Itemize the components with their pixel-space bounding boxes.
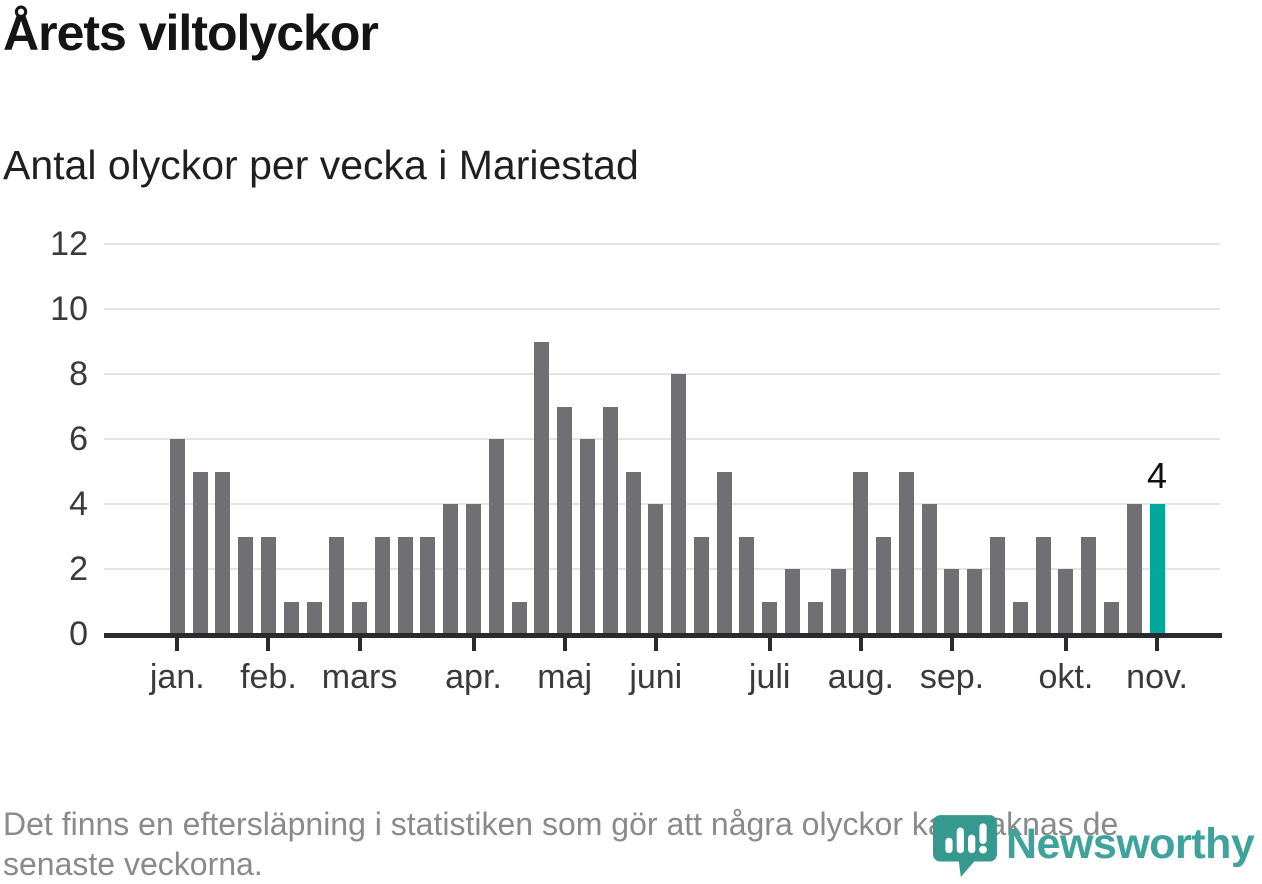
bar: [625, 471, 641, 634]
bar: [397, 536, 413, 634]
month-tick: [471, 638, 476, 651]
y-axis-tick-label: 10: [50, 290, 88, 328]
month-label: okt.: [1038, 658, 1094, 696]
y-axis-tick-label: 2: [69, 550, 88, 588]
newsworthy-logo: Newsworthy: [930, 812, 1262, 879]
month-tick: [357, 638, 362, 651]
bar: [215, 471, 231, 634]
month-tick: [949, 638, 954, 651]
last-value-label: 4: [1147, 455, 1168, 496]
bar: [762, 601, 778, 634]
bar: [944, 569, 960, 634]
bar: [374, 536, 390, 634]
bar: [693, 536, 709, 634]
chart-subtitle: Antal olyckor per vecka i Mariestad: [3, 142, 639, 188]
month-label: juni: [629, 658, 683, 696]
month-label: mars: [321, 658, 398, 696]
bar: [716, 471, 732, 634]
newsworthy-logo-text: Newsworthy: [1006, 820, 1255, 868]
bar: [1058, 569, 1074, 634]
bar: [853, 471, 869, 634]
bar: [329, 536, 345, 634]
y-axis-tick-label: 4: [69, 485, 88, 523]
footer-note: Det finns en eftersläpning i statistiken…: [3, 804, 1118, 884]
bar: [784, 569, 800, 634]
bar: [306, 601, 322, 634]
bar: [238, 536, 254, 634]
bar: [602, 406, 618, 634]
bar: [352, 601, 368, 634]
gridline: [104, 438, 1220, 440]
bar: [807, 601, 823, 634]
bar: [488, 439, 504, 634]
bar: [830, 569, 846, 634]
bar: [967, 569, 983, 634]
bar: [466, 504, 481, 634]
y-axis-tick-label: 12: [50, 225, 88, 263]
gridline: [104, 308, 1220, 310]
month-tick: [266, 638, 271, 651]
month-label: nov.: [1126, 658, 1188, 696]
month-label: jan.: [149, 658, 205, 696]
month-label: sep.: [919, 658, 985, 696]
bar: [1126, 504, 1142, 634]
footer-line-1: Det finns en eftersläpning i statistiken…: [3, 806, 1119, 842]
month-tick: [767, 638, 772, 651]
bar: [921, 504, 937, 634]
bar: [420, 536, 436, 634]
bar: [511, 601, 527, 634]
y-axis-tick-label: 0: [69, 615, 88, 653]
y-axis-tick-label: 8: [69, 355, 88, 393]
bar: [260, 536, 276, 634]
footer-line-2: senaste veckorna.: [3, 846, 263, 882]
month-label: apr.: [445, 658, 502, 696]
x-axis-baseline: [104, 633, 1222, 638]
bar: [534, 341, 550, 634]
bar: [671, 374, 687, 634]
bar: [557, 406, 573, 634]
bar: [1103, 601, 1119, 634]
newsworthy-logo-icon: [933, 815, 997, 877]
bar: [898, 471, 914, 634]
bar: [1035, 536, 1051, 634]
gridline: [104, 243, 1220, 245]
bar: [990, 536, 1006, 634]
gridline: [104, 373, 1220, 375]
month-tick: [1155, 638, 1160, 651]
month-tick: [858, 638, 863, 651]
month-tick: [562, 638, 567, 651]
y-axis-tick-label: 6: [69, 420, 88, 458]
bar: [1012, 601, 1028, 634]
bar: [1081, 536, 1097, 634]
month-tick: [653, 638, 658, 651]
bar: [169, 439, 185, 634]
month-tick: [175, 638, 180, 651]
bar: [739, 536, 755, 634]
page-title: Årets viltolyckor: [3, 5, 379, 61]
month-label: aug.: [827, 658, 894, 696]
bar: [283, 601, 299, 634]
highlighted-bar: [1149, 504, 1165, 634]
bar: [443, 504, 459, 634]
bar: [579, 439, 595, 634]
month-tick: [1063, 638, 1068, 651]
bar: [192, 471, 208, 634]
bar: [876, 536, 892, 634]
month-label: juli: [748, 658, 791, 696]
month-label: feb.: [240, 658, 297, 696]
bar: [648, 504, 664, 634]
month-label: maj: [537, 658, 593, 696]
